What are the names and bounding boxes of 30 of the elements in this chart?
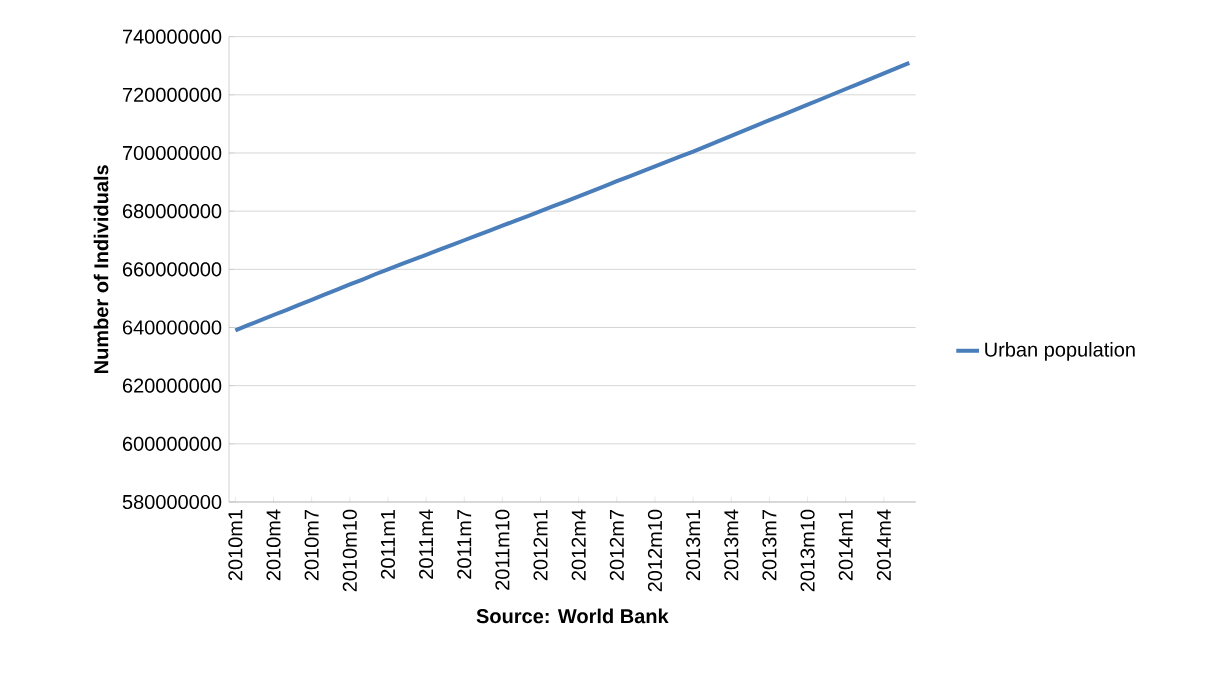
x-tick-label: 2011m1	[380, 509, 396, 579]
x-tick-label: 2012m10	[647, 509, 663, 592]
x-tick-label: 2010m10	[342, 509, 357, 592]
x-tick-label: 2013m1	[686, 509, 701, 581]
y-axis-title: Number of Individuals	[93, 165, 109, 373]
y-tick-label: 580000000	[122, 494, 222, 510]
legend-label: Urban population	[985, 342, 1135, 361]
x-tick-label: 2010m7	[304, 509, 319, 581]
x-tick-label: 2013m10	[800, 509, 815, 592]
x-tick-label: 2012m4	[571, 509, 586, 581]
x-tick-label: 2012m7	[609, 509, 624, 581]
y-tick-label: 620000000	[122, 378, 222, 393]
x-tick-label: 2013m4	[724, 509, 739, 581]
x-tick-label: 2011m4	[419, 509, 434, 579]
source-note: Source: World Bank	[476, 608, 669, 624]
y-tick-label: 640000000	[122, 320, 222, 335]
y-tick-label: 740000000	[122, 29, 222, 44]
x-tick-label: 2010m4	[266, 509, 281, 581]
x-tick-label: 2014m4	[876, 509, 891, 581]
x-tick-label: 2013m7	[762, 509, 777, 581]
y-tick-label: 680000000	[122, 204, 222, 219]
x-tick-label: 2014m1	[838, 509, 853, 581]
x-tick-label: 2011m10	[495, 509, 510, 590]
y-tick-label: 600000000	[122, 436, 222, 451]
y-tick-label: 720000000	[122, 87, 222, 102]
y-tick-label: 660000000	[122, 262, 222, 277]
x-tick-label: 2012m1	[533, 509, 548, 581]
x-tick-label: 2010m1	[228, 509, 243, 581]
x-tick-label: 2011m7	[457, 509, 472, 579]
y-tick-label: 700000000	[122, 145, 222, 161]
